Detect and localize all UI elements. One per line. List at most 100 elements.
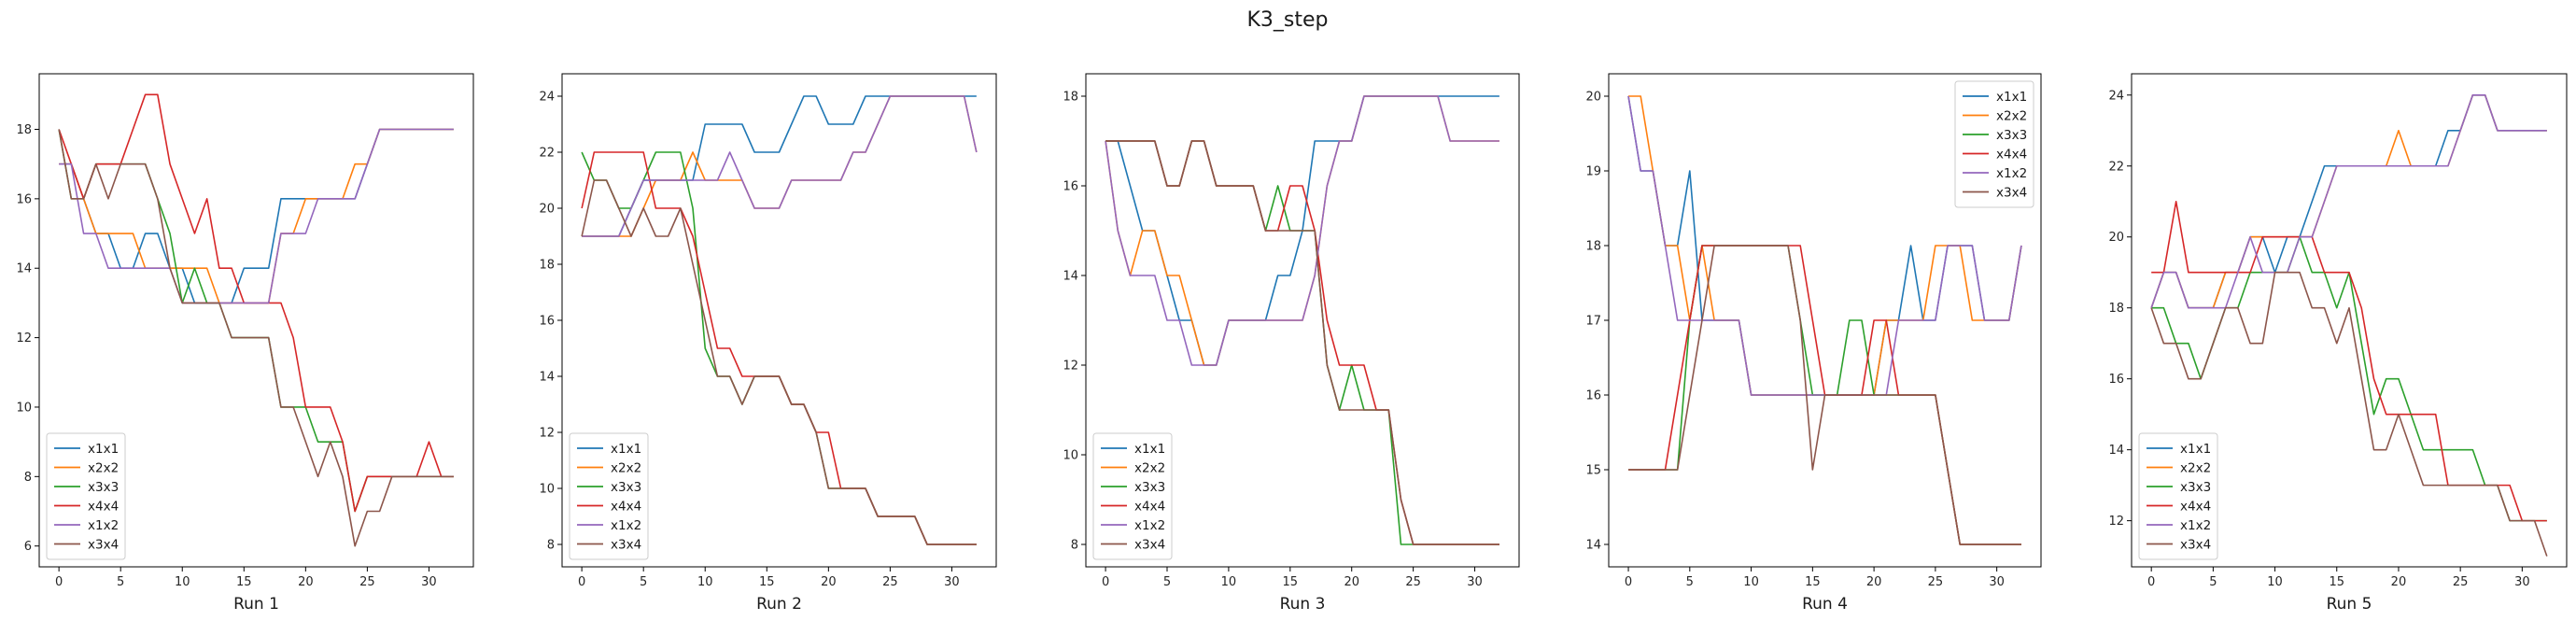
legend-box	[46, 432, 126, 560]
series-line-x3x4	[581, 179, 977, 545]
y-tick-label: 10	[16, 401, 32, 415]
legend-label-x4x4: x4x4	[1134, 499, 1165, 514]
legend-box	[1092, 432, 1173, 560]
y-tick-label: 18	[16, 123, 32, 137]
legend: x1x1 x2x2 x3x3 x4x4 x1x2 x3x4	[2138, 432, 2218, 560]
subplot-grid: 0 5 10 15 20 25 30 6 8 10 12 14 16 18 Run 1 x1x1 x2x2 x3x…	[16, 73, 2568, 614]
legend-label-x1x2: x1x2	[1996, 166, 2027, 181]
legend: x1x1 x2x2 x3x3 x4x4 x1x2 x3x4	[569, 432, 649, 560]
x-tick-label: 5	[1686, 575, 1694, 589]
legend-label-x1x2: x1x2	[1134, 518, 1165, 533]
x-axis-label: Run 5	[2327, 595, 2372, 614]
x-tick-label: 0	[2147, 575, 2155, 589]
x-tick-label: 20	[298, 575, 314, 589]
y-tick-label: 14	[2108, 444, 2124, 458]
x-tick-label: 10	[1743, 575, 1759, 589]
legend-label-x1x1: x1x1	[1996, 90, 2027, 105]
x-tick-label: 5	[1163, 575, 1171, 589]
y-tick-label: 20	[1585, 91, 1601, 105]
y-tick-label: 20	[2108, 231, 2124, 245]
y-tick-label: 24	[539, 91, 555, 105]
series-line-x1x2	[1105, 95, 1499, 366]
y-tick-label: 17	[1585, 315, 1601, 329]
legend-label-x3x3: x3x3	[1996, 128, 2027, 143]
y-tick-label: 12	[2108, 515, 2124, 529]
legend-label-x3x4: x3x4	[1134, 537, 1165, 552]
legend-label-x2x2: x2x2	[1996, 108, 2027, 123]
y-tick-label: 18	[1585, 240, 1601, 254]
x-tick-label: 15	[1283, 575, 1299, 589]
legend-box	[1954, 80, 2034, 208]
y-tick-label: 14	[16, 262, 32, 276]
legend: x1x1 x2x2 x3x3 x4x4 x1x2 x3x4	[1092, 432, 1173, 560]
subplot-1: 0 5 10 15 20 25 30 6 8 10 12 14 16 18 Run 1 x1x1 x2x2 x3x…	[16, 73, 474, 614]
legend-label-x4x4: x4x4	[2180, 499, 2211, 514]
x-tick-label: 25	[1405, 575, 1421, 589]
y-tick-label: 16	[16, 192, 32, 206]
legend-label-x3x3: x3x3	[1134, 480, 1165, 495]
y-tick-label: 18	[2108, 302, 2124, 316]
y-tick-label: 15	[1585, 464, 1601, 478]
y-tick-label: 12	[539, 427, 555, 441]
x-tick-label: 0	[55, 575, 63, 589]
x-axis-label: Run 2	[756, 595, 802, 614]
series-line-x3x4	[58, 129, 454, 547]
x-tick-label: 20	[2391, 575, 2407, 589]
x-tick-label: 10	[2267, 575, 2283, 589]
series-line-x1x2	[59, 128, 454, 304]
legend-label-x1x1: x1x1	[1134, 442, 1165, 457]
x-tick-label: 25	[882, 575, 898, 589]
x-tick-label: 5	[2209, 575, 2217, 589]
legend: x1x1 x2x2 x3x3 x4x4 x1x2 x3x4	[46, 432, 126, 560]
legend-label-x3x3: x3x3	[611, 480, 641, 495]
axes-frame	[2131, 73, 2568, 568]
x-tick-label: 30	[2514, 575, 2530, 589]
legend-label-x2x2: x2x2	[1134, 460, 1165, 475]
y-tick-label: 12	[16, 332, 32, 346]
series-line-x3x4	[1628, 245, 2021, 545]
x-axis-label: Run 3	[1280, 595, 1326, 614]
legend-label-x2x2: x2x2	[611, 460, 641, 475]
y-tick-label: 18	[1063, 91, 1078, 105]
series-line-x3x4	[1105, 140, 1499, 545]
legend-label-x3x3: x3x3	[2180, 480, 2211, 495]
x-tick-label: 0	[578, 575, 585, 589]
y-tick-label: 16	[2108, 373, 2124, 387]
y-tick-label: 24	[2108, 89, 2124, 103]
series-line-x3x4	[2150, 271, 2548, 557]
y-tick-label: 19	[1585, 165, 1601, 179]
legend-label-x3x4: x3x4	[88, 537, 119, 552]
subplot-3: 0 5 10 15 20 25 30 8 10 12 14 16 18 Run 3 x1x1 x2x2 x3x3…	[1063, 73, 1520, 614]
legend-label-x3x3: x3x3	[88, 480, 119, 495]
x-tick-label: 30	[1467, 575, 1483, 589]
legend: x1x1 x2x2 x3x3 x4x4 x1x2 x3x4	[1954, 80, 2034, 208]
legend-label-x4x4: x4x4	[611, 499, 641, 514]
x-tick-label: 30	[421, 575, 437, 589]
x-tick-label: 10	[175, 575, 190, 589]
legend-label-x1x1: x1x1	[2180, 442, 2211, 457]
x-tick-label: 30	[1989, 575, 2005, 589]
x-tick-label: 25	[2453, 575, 2469, 589]
x-tick-label: 0	[1625, 575, 1632, 589]
x-tick-label: 20	[1344, 575, 1359, 589]
y-tick-label: 10	[539, 483, 555, 497]
x-tick-label: 30	[944, 575, 960, 589]
subplot-2: 0 5 10 15 20 25 30 8 10 12 14 16 18 20 22 24 Run 2 x1x1 x2…	[539, 73, 997, 614]
x-tick-label: 5	[640, 575, 647, 589]
x-tick-label: 15	[2329, 575, 2344, 589]
x-tick-label: 5	[117, 575, 124, 589]
y-tick-label: 8	[547, 539, 555, 553]
x-tick-label: 10	[1221, 575, 1237, 589]
y-tick-label: 20	[539, 203, 555, 217]
x-axis-label: Run 1	[233, 595, 279, 614]
y-tick-label: 10	[1063, 449, 1078, 463]
legend-label-x1x1: x1x1	[88, 442, 119, 457]
x-axis-label: Run 4	[1802, 595, 1848, 614]
axes-frame	[1085, 73, 1520, 568]
legend-label-x2x2: x2x2	[2180, 460, 2211, 475]
y-tick-label: 14	[1063, 270, 1078, 284]
legend-label-x4x4: x4x4	[88, 499, 119, 514]
y-tick-label: 8	[24, 471, 32, 485]
